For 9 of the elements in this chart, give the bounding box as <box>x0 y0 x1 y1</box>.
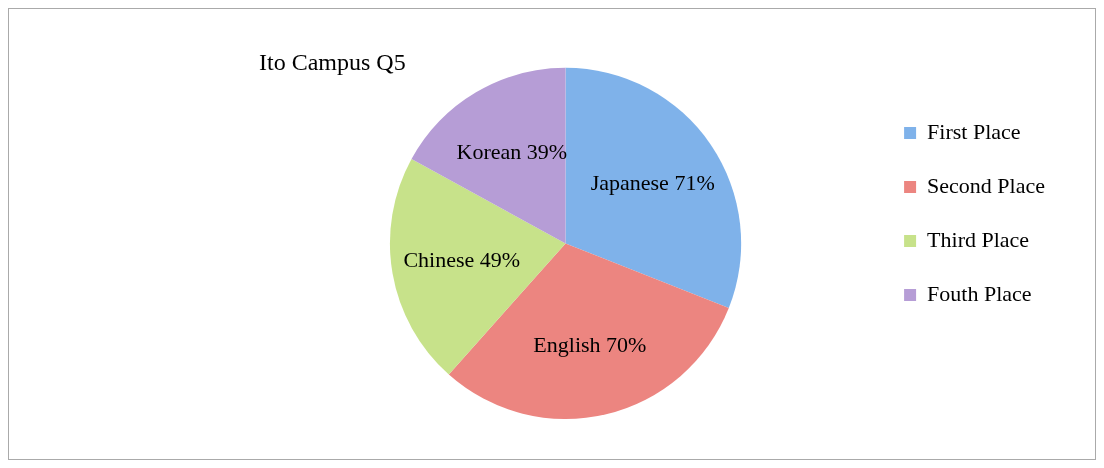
data-label: Japanese 71% <box>590 169 715 195</box>
legend-label: Third Place <box>927 226 1030 252</box>
chart-title: Ito Campus Q5 <box>259 48 406 75</box>
data-label: English 70% <box>533 331 647 357</box>
data-label: Korean 39% <box>456 138 568 164</box>
legend-label: Fouth Place <box>927 280 1032 306</box>
legend-label: Second Place <box>927 172 1045 198</box>
data-label: Chinese 49% <box>403 247 521 273</box>
legend-label: First Place <box>927 118 1021 144</box>
